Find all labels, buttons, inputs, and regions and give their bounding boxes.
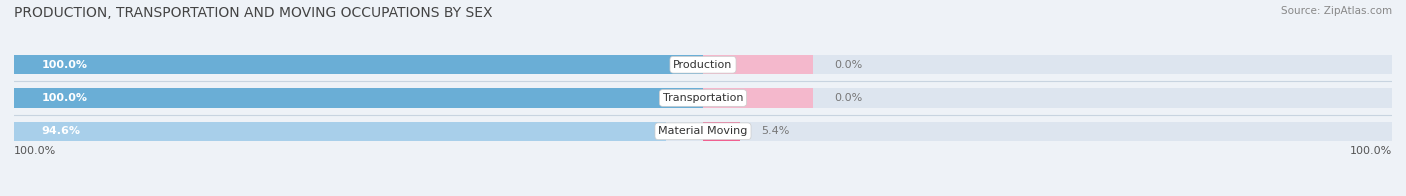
Text: 100.0%: 100.0% xyxy=(14,146,56,156)
Bar xyxy=(14,55,703,74)
Text: 100.0%: 100.0% xyxy=(42,93,87,103)
Text: 100.0%: 100.0% xyxy=(42,60,87,70)
Bar xyxy=(703,122,740,141)
Text: Material Moving: Material Moving xyxy=(658,126,748,136)
Bar xyxy=(703,55,813,74)
Bar xyxy=(14,55,1392,74)
Text: 0.0%: 0.0% xyxy=(834,60,862,70)
Text: Source: ZipAtlas.com: Source: ZipAtlas.com xyxy=(1281,6,1392,16)
Bar xyxy=(703,88,813,108)
Text: Production: Production xyxy=(673,60,733,70)
Text: Transportation: Transportation xyxy=(662,93,744,103)
Bar xyxy=(14,88,1392,108)
Text: 0.0%: 0.0% xyxy=(834,93,862,103)
Bar xyxy=(14,122,1392,141)
Text: 94.6%: 94.6% xyxy=(42,126,80,136)
Text: 100.0%: 100.0% xyxy=(1350,146,1392,156)
Text: 5.4%: 5.4% xyxy=(761,126,789,136)
Text: PRODUCTION, TRANSPORTATION AND MOVING OCCUPATIONS BY SEX: PRODUCTION, TRANSPORTATION AND MOVING OC… xyxy=(14,6,492,20)
Bar xyxy=(14,88,703,108)
Bar xyxy=(14,122,666,141)
